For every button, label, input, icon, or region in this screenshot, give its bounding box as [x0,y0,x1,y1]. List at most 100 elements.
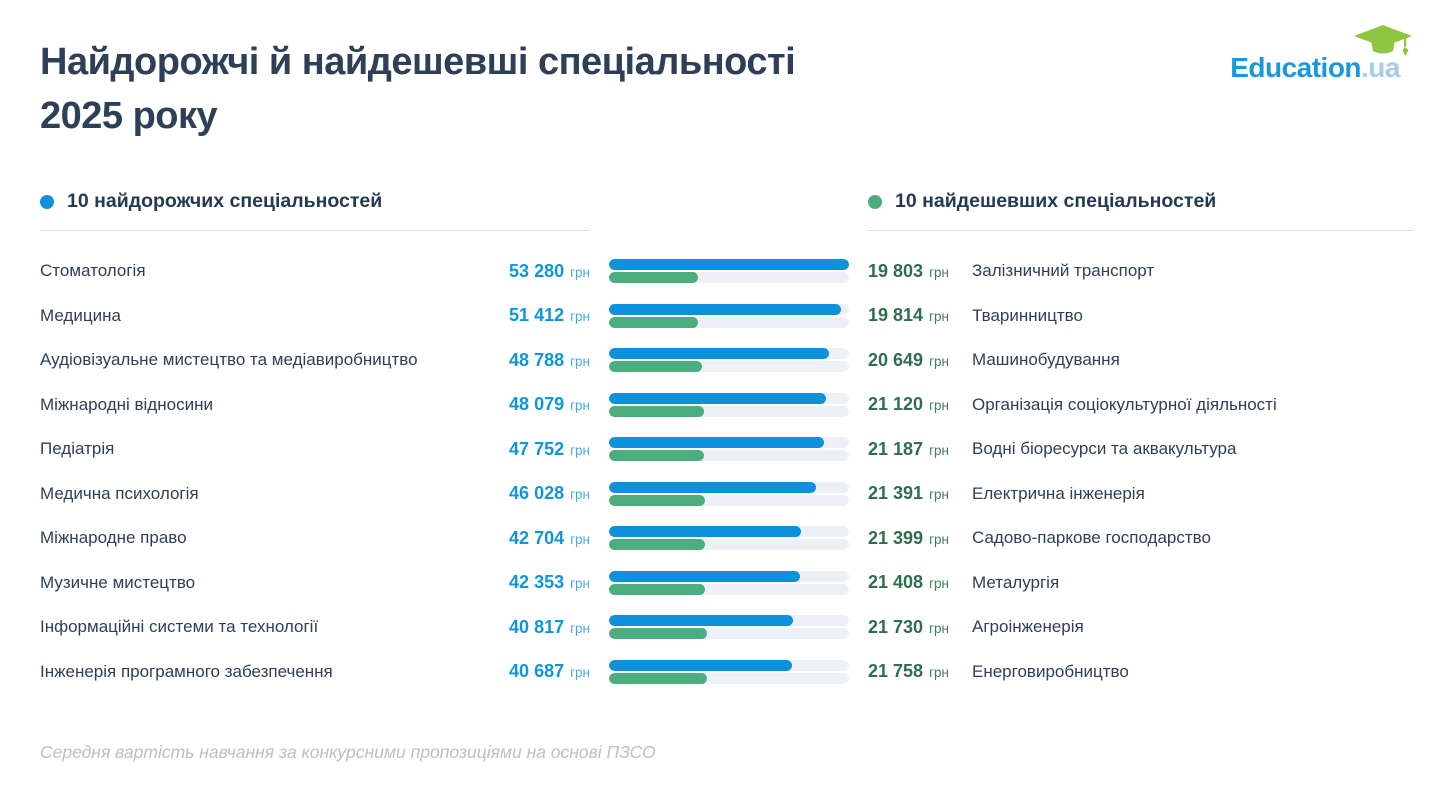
price-value: 21 391 грн [868,483,949,504]
specialty-label: Металургія [972,572,1060,592]
price-value: 19 814 грн [868,305,949,326]
logo-tld-text: .ua [1361,52,1400,83]
price-value: 51 412 грн [509,305,590,326]
specialty-label: Міжнародне право [40,528,187,548]
price-value: 20 649 грн [868,349,949,370]
bar-pair [609,293,849,338]
bar-track [609,259,849,271]
bar-pair [609,338,849,383]
expensive-bar [609,615,793,627]
price-value: 40 817 грн [509,616,590,637]
bar-track [609,659,849,671]
bar-track [609,303,849,315]
specialty-label: Залізничний транспорт [972,261,1155,281]
page-title-line1: Найдорожчі й найдешевші спеціальності [40,41,796,83]
green-legend-dot-icon [868,194,882,209]
cheap-bar [609,316,699,328]
specialty-label: Інформаційні системи та технології [40,617,319,637]
graduation-cap-icon [1354,25,1412,56]
expensive-bar [609,303,841,315]
list-item: 21 120 грн Організація соціокультурної дія… [868,382,1414,427]
bar-pair [609,471,849,516]
list-item: Міжнародні відносини 48 079 грн [40,382,590,427]
price-value: 46 028 грн [509,483,590,504]
list-item: Музичне мистецтво 42 353 грн [40,560,590,605]
specialty-label: Інженерія програмного забезпечення [40,661,333,681]
bar-track [609,392,849,404]
list-item: 19 814 грн Тваринництво [868,293,1414,338]
list-item: Педіатрія 47 752 грн [40,427,590,472]
list-item: 21 730 грн Агроінженерія [868,605,1414,650]
price-value: 53 280 грн [509,260,590,281]
list-item: Медична психологія 46 028 грн [40,471,590,516]
page-title: Найдорожчі й найдешевші спеціальності 20… [40,36,796,144]
list-item: Міжнародне право 42 704 грн [40,516,590,561]
source-note: Середня вартість навчання за конкурсними… [40,741,656,762]
header: Найдорожчі й найдешевші спеціальності 20… [40,0,1414,144]
bar-pair [609,649,849,694]
bar-track [609,583,849,595]
price-value: 48 079 грн [509,394,590,415]
list-item: 20 649 грн Машинобудування [868,338,1414,383]
specialty-label: Агроінженерія [972,617,1084,637]
bar-pair [609,382,849,427]
divider [868,229,1414,231]
list-item: 21 399 грн Садово-паркове господарство [868,516,1414,561]
bar-track [609,526,849,538]
bar-track [609,405,849,417]
list-item: Медицина 51 412 грн [40,293,590,338]
price-value: 42 353 грн [509,572,590,593]
expensive-bar [609,526,802,538]
specialty-label: Музичне мистецтво [40,572,196,592]
specialty-label: Садово-паркове господарство [972,528,1211,548]
specialty-label: Міжнародні відносини [40,394,213,414]
bar-track [609,672,849,684]
price-value: 21 408 грн [868,572,949,593]
comparison-lists: 10 найдорожчих спеціальностей Стоматолог… [40,188,1414,694]
bar-track [609,481,849,493]
price-value: 21 120 грн [868,394,949,415]
specialty-label: Стоматологія [40,261,146,281]
divider [40,229,590,231]
price-value: 21 730 грн [868,616,949,637]
specialty-label: Організація соціокультурної діяльності [972,394,1277,414]
list-item: 21 391 грн Електрична інженерія [868,471,1414,516]
expensive-bar [609,259,849,271]
bars-column [609,188,849,694]
specialty-label: Тваринництво [972,305,1083,325]
cheap-column: 10 найдешевших спеціальностей 19 803 грн З… [868,188,1414,694]
expensive-bar [609,570,800,582]
cheap-bar [609,583,706,595]
expensive-column: 10 найдорожчих спеціальностей Стоматолог… [40,188,590,694]
price-value: 47 752 грн [509,438,590,459]
cheap-heading: 10 найдешевших спеціальностей [895,190,1217,213]
expensive-bar [609,659,793,671]
blue-legend-dot-icon [40,194,54,209]
cheap-bar [609,272,699,284]
cheap-column-header: 10 найдешевших спеціальностей [868,188,1414,249]
bar-track [609,615,849,627]
bar-track [609,628,849,640]
bar-pair [609,427,849,472]
bar-track [609,539,849,551]
list-item: Аудіовізуальне мистецтво та медіавиробни… [40,338,590,383]
specialty-label: Машинобудування [972,350,1120,370]
cheap-bar [609,494,706,506]
specialty-label: Аудіовізуальне мистецтво та медіавиробни… [40,350,418,370]
cheap-bar [609,405,705,417]
specialty-label: Медицина [40,305,121,325]
expensive-bar [609,437,825,449]
list-item: Інженерія програмного забезпечення 40 687… [40,649,590,694]
list-item: Інформаційні системи та технології 40 817… [40,605,590,650]
price-value: 21 758 грн [868,661,949,682]
cheap-bar [609,361,702,373]
bar-track [609,494,849,506]
list-item: 21 408 грн Металургія [868,560,1414,605]
specialty-label: Педіатрія [40,439,115,459]
expensive-bar [609,348,829,360]
price-value: 48 788 грн [509,349,590,370]
bar-track [609,361,849,373]
bar-pair [609,605,849,650]
list-item: 19 803 грн Залізничний транспорт [868,249,1414,294]
